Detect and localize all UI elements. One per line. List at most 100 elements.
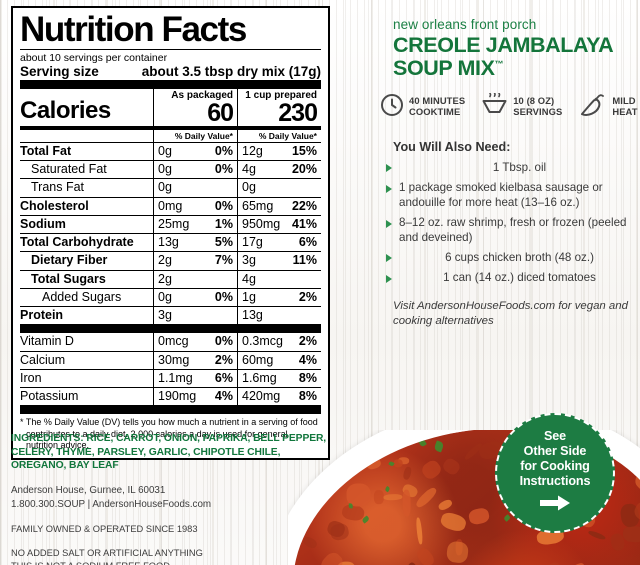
- badge-line-3: for Cooking: [520, 459, 590, 473]
- dv-header-col1: % Daily Value*: [153, 129, 237, 142]
- micronutrient-percent: 0%: [214, 334, 233, 349]
- nutrient-name: Total Sugars: [31, 271, 106, 286]
- micronutrient-col-prepared: 60mg 4%: [237, 351, 321, 369]
- product-title-line-2: SOUP MIX™: [393, 55, 640, 80]
- servings-line-1: 10 (8 OZ): [513, 95, 555, 107]
- divider-thick: [20, 80, 321, 90]
- divider: [20, 269, 321, 271]
- also-need-title: You Will Also Need:: [393, 139, 511, 154]
- nutrient-amount: 0g: [158, 180, 172, 195]
- divider: [20, 214, 321, 216]
- heat-line-1: MILD: [612, 95, 636, 107]
- micronutrient-col-as-packaged: 30mg 2%: [153, 351, 237, 369]
- micronutrient-col-prepared: 1.6mg 8%: [237, 369, 321, 388]
- micronutrient-percent: 8%: [298, 370, 317, 385]
- calories-block: Calories As packaged 60 1 cup prepared 2…: [20, 89, 321, 126]
- servings-line-2: SERVINGS: [513, 106, 563, 118]
- col1-header: As packaged: [171, 90, 233, 102]
- divider: [20, 196, 321, 198]
- nutrient-col-as-packaged: 0g: [153, 179, 237, 197]
- nutrient-percent: 41%: [291, 216, 317, 231]
- serving-size-value: about 3.5 tbsp dry mix (17g): [141, 63, 321, 79]
- herb-garnish: [344, 464, 354, 475]
- nutrient-percent: 7%: [214, 253, 233, 268]
- triangle-bullet-icon: [386, 184, 392, 193]
- heat-level-text: MILD HEAT: [612, 95, 637, 118]
- nutrient-percent: 11%: [292, 253, 317, 268]
- nutrient-amount: 0g: [242, 180, 256, 195]
- nutrient-col-as-packaged: 0mg 0%: [153, 197, 237, 215]
- product-title-line-2-text: SOUP MIX: [393, 55, 495, 80]
- nutrient-row: Added Sugars 0g 0% 1g 2%: [20, 288, 321, 307]
- divider-thick: [20, 324, 321, 334]
- also-need-item: 1 can (14 oz.) diced tomatoes: [386, 271, 640, 285]
- nutrient-amount: 4g: [242, 162, 256, 177]
- nutrient-amount: 25mg: [158, 216, 190, 231]
- nutrient-name: Added Sugars: [42, 289, 122, 304]
- divider: [20, 160, 321, 162]
- nutrient-row: Saturated Fat 0g 0% 4g 20%: [20, 161, 321, 179]
- nutrient-percent: 22%: [291, 198, 317, 213]
- nutrient-amount: 13g: [158, 235, 179, 250]
- nutrient-amount: 0g: [158, 162, 172, 177]
- nutrient-col-as-packaged: 2g: [153, 270, 237, 288]
- attribute-servings: 10 (8 OZ) SERVINGS: [481, 91, 563, 122]
- nutrient-name: Sodium: [20, 216, 66, 231]
- micronutrient-percent: 6%: [214, 370, 233, 385]
- nutrition-facts-panel: Nutrition Facts about 10 servings per co…: [11, 6, 330, 460]
- micronutrient-col-as-packaged: 1.1mg 6%: [153, 369, 237, 388]
- nutrient-row: Cholesterol 0mg 0% 65mg 22%: [20, 197, 321, 215]
- nutrient-col-prepared: 17g 6%: [237, 234, 321, 252]
- divider: [20, 287, 321, 289]
- left-footer-text: INGREDIENTS: RICE, CARROT, ONION, PAPRIK…: [11, 432, 327, 565]
- nutrient-name: Dietary Fiber: [31, 253, 108, 268]
- nutrient-col-prepared: 4g 20%: [237, 161, 321, 179]
- nutrition-facts-title: Nutrition Facts: [20, 10, 247, 49]
- nutrient-amount: 3g: [242, 253, 256, 268]
- also-need-item-text: 6 cups chicken broth (48 oz.): [445, 250, 594, 264]
- nutrient-name: Saturated Fat: [31, 162, 107, 177]
- divider: [20, 233, 321, 235]
- triangle-bullet-icon: [386, 274, 436, 283]
- nutrient-amount: 1g: [242, 289, 256, 304]
- arrow-right-icon: [538, 494, 572, 517]
- nutrient-amount: 0mg: [158, 198, 183, 213]
- micronutrient-row: Vitamin D 0mcg 0% 0.3mcg 2%: [20, 333, 321, 351]
- divider: [20, 368, 321, 370]
- footnote-line-2: contributes to a daily diet. 2,000 calor…: [26, 428, 288, 439]
- divider: [20, 251, 321, 253]
- herb-garnish: [348, 503, 353, 509]
- also-need-item-text: 1 Tbsp. oil: [492, 160, 547, 174]
- also-need-item: 1 package smoked kielbasa sausage or and…: [386, 181, 640, 210]
- nutrient-col-prepared: 0g: [237, 179, 321, 197]
- nutrient-row: Dietary Fiber 2g 7% 3g 11%: [20, 252, 321, 270]
- servings-per-container: about 10 servings per container: [20, 51, 168, 64]
- serving-size-label: Serving size: [20, 63, 99, 79]
- visit-note: Visit AndersonHouseFoods.com for vegan a…: [393, 299, 628, 327]
- product-attributes-strip: 40 MINUTES COOKTIME 10 (8 OZ) SERVINGS: [380, 91, 640, 122]
- product-title: CREOLE JAMBALAYA SOUP MIX™: [393, 34, 640, 80]
- micronutrient-percent: 2%: [214, 352, 233, 367]
- nutrient-amount: 4g: [242, 271, 256, 286]
- nutrient-row: Total Sugars 2g 4g: [20, 270, 321, 288]
- nutrient-col-as-packaged: 3g: [153, 307, 237, 325]
- product-kicker: new orleans front porch: [393, 17, 537, 32]
- clock-icon: [380, 93, 404, 122]
- micronutrient-amount: 190mg: [158, 389, 197, 404]
- company-contact-line: 1.800.300.SOUP | AndersonHouseFoods.com: [11, 498, 212, 510]
- nutrient-col-as-packaged: 0g 0%: [153, 288, 237, 307]
- see-other-side-badge[interactable]: See Other Side for Cooking Instructions: [495, 413, 615, 533]
- nutrient-amount: 0g: [158, 289, 172, 304]
- micronutrient-amount: 420mg: [242, 389, 281, 404]
- nutrient-rows: Total Fat 0g 0% 12g 15% Saturated Fat 0g 0% 4g 20…: [20, 142, 321, 325]
- daily-value-header-row: % Daily Value* % Daily Value*: [20, 129, 321, 142]
- nutrient-row: Trans Fat 0g 0g: [20, 179, 321, 197]
- micronutrient-amount: 1.1mg: [158, 370, 193, 385]
- micronutrient-percent: 4%: [298, 352, 317, 367]
- right-panel: new orleans front porch CREOLE JAMBALAYA…: [366, 0, 640, 565]
- micronutrient-amount: 1.6mg: [242, 370, 277, 385]
- nutrient-col-as-packaged: 2g 7%: [153, 252, 237, 270]
- badge-line-1: See: [543, 428, 567, 443]
- company-address: Anderson House, Gurnee, IL 60031 1.800.3…: [11, 484, 327, 512]
- micronutrient-percent: 2%: [298, 334, 317, 349]
